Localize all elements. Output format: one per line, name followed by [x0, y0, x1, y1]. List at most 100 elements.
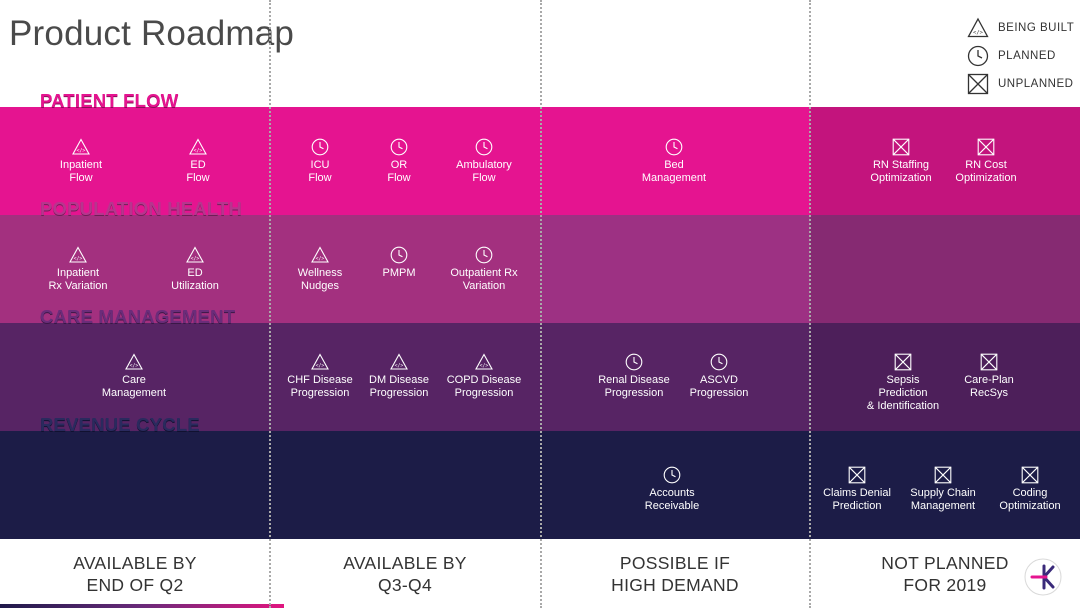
band-title-care-management: CARE MANAGEMENT — [40, 306, 236, 327]
roadmap-item: Bed Management — [619, 138, 729, 185]
legend-planned-label: PLANNED — [998, 50, 1056, 62]
roadmap-item-label: Receivable — [644, 500, 700, 512]
column-label-line: HIGH DEMAND — [611, 575, 739, 595]
roadmap-item: </> Inpatient Rx Variation — [23, 246, 133, 293]
roadmap-item: </> Wellness Nudges — [265, 246, 375, 293]
unplanned-icon — [966, 72, 990, 96]
unplanned-icon — [980, 353, 998, 371]
planned-icon — [390, 138, 408, 156]
roadmap-item-label: RecSys — [970, 387, 1008, 399]
legend-being-built: </> BEING BUILT — [966, 14, 1074, 42]
being-built-icon: </> — [186, 246, 204, 264]
roadmap-item: RN Staffing Optimization — [846, 138, 956, 185]
roadmap-item: </> CHF Disease Progression — [265, 353, 375, 400]
roadmap-item-label: CHF Disease — [287, 374, 353, 386]
roadmap-item: Accounts Receivable — [617, 466, 727, 513]
svg-text:</>: </> — [191, 256, 200, 262]
column-label-line: FOR 2019 — [903, 575, 987, 595]
column-label-line: NOT PLANNED — [881, 553, 1009, 573]
roadmap-item: Outpatient Rx Variation — [429, 246, 539, 293]
unplanned-icon — [1021, 466, 1039, 484]
roadmap-item-label: ASCVD — [700, 374, 738, 386]
roadmap-item-label: Progression — [290, 387, 350, 399]
roadmap-item: </> Care Management — [79, 353, 189, 400]
roadmap-item-label: Progression — [454, 387, 514, 399]
roadmap-item: ASCVD Progression — [664, 353, 774, 400]
column-label-q2: AVAILABLE BY END OF Q2 — [0, 552, 270, 596]
planned-icon — [710, 353, 728, 371]
roadmap-item-label: Flow — [186, 172, 210, 184]
svg-text:</>: </> — [77, 148, 86, 154]
roadmap-item-label: ED — [190, 159, 206, 171]
column-label-line: AVAILABLE BY — [343, 553, 467, 573]
roadmap-item-label: Coding — [1012, 487, 1048, 499]
roadmap-item-label: Outpatient Rx — [450, 267, 518, 279]
column-label-high-demand: POSSIBLE IF HIGH DEMAND — [540, 552, 810, 596]
roadmap-item: Renal Disease Progression — [579, 353, 689, 400]
roadmap-item-label: RN Staffing — [872, 159, 930, 171]
band-patient-flow — [0, 107, 1080, 215]
roadmap-item-label: RN Cost — [965, 159, 1007, 171]
band-title-patient-flow: PATIENT FLOW — [40, 90, 179, 111]
roadmap-item-label: COPD Disease — [446, 374, 522, 386]
roadmap-item-label: Inpatient — [56, 267, 100, 279]
roadmap-item-label: Sepsis — [886, 374, 920, 386]
roadmap-item: Sepsis Prediction & Identification — [848, 353, 958, 413]
roadmap-item: PMPM — [344, 246, 454, 280]
roadmap-item-label: Management — [641, 172, 707, 184]
legend-being-built-label: BEING BUILT — [998, 22, 1075, 34]
roadmap-item: RN Cost Optimization — [931, 138, 1041, 185]
roadmap-item-label: DM Disease — [369, 374, 429, 386]
company-logo — [1023, 557, 1063, 597]
roadmap-item-label: Wellness — [297, 267, 343, 279]
roadmap-item-label: Supply Chain — [910, 487, 976, 499]
roadmap-item: Care-Plan RecSys — [934, 353, 1044, 400]
legend: </> BEING BUILT PLANNED UNPLANNED — [966, 14, 1074, 98]
unplanned-icon — [934, 466, 952, 484]
legend-planned: PLANNED — [966, 42, 1074, 70]
roadmap-item-label: Bed — [664, 159, 684, 171]
being-built-icon: </> — [189, 138, 207, 156]
column-divider — [809, 0, 811, 608]
roadmap-item-label: Claims Denial — [823, 487, 891, 499]
planned-icon — [625, 353, 643, 371]
roadmap-item-label: Flow — [308, 172, 332, 184]
roadmap-item-label: Optimization — [955, 172, 1017, 184]
roadmap-item-label: Care — [122, 374, 146, 386]
unplanned-icon — [892, 138, 910, 156]
column-label-line: Q3-Q4 — [377, 575, 433, 595]
roadmap-item-label: ICU — [310, 159, 330, 171]
roadmap-item-label: Optimization — [999, 500, 1061, 512]
svg-text:</>: </> — [973, 30, 984, 36]
column-label-line: AVAILABLE BY — [73, 553, 197, 573]
roadmap-item-label: Management — [910, 500, 976, 512]
legend-unplanned: UNPLANNED — [966, 70, 1074, 98]
svg-text:</>: </> — [316, 363, 325, 369]
roadmap-item-label: Care-Plan — [964, 374, 1014, 386]
column-label-not-planned: NOT PLANNED FOR 2019 — [810, 552, 1080, 596]
roadmap-item: </> DM Disease Progression — [344, 353, 454, 400]
svg-text:</>: </> — [194, 148, 203, 154]
roadmap-item: Supply Chain Management — [888, 466, 998, 513]
band-title-population-health: POPULATION HEALTH — [40, 198, 243, 219]
roadmap-item-label: PMPM — [382, 267, 416, 279]
roadmap-item-label: Inpatient — [59, 159, 103, 171]
roadmap-item: </> COPD Disease Progression — [429, 353, 539, 400]
planned-icon — [475, 138, 493, 156]
roadmap-item: Claims Denial Prediction — [802, 466, 912, 513]
roadmap-item-label: Flow — [472, 172, 496, 184]
planned-icon — [663, 466, 681, 484]
svg-text:</>: </> — [130, 363, 139, 369]
roadmap-item-label: Variation — [462, 280, 506, 292]
being-built-icon: </> — [125, 353, 143, 371]
roadmap-item: </> ED Flow — [143, 138, 253, 185]
roadmap-item-label: & Identification — [866, 400, 940, 412]
column-label-q3q4: AVAILABLE BY Q3-Q4 — [270, 552, 540, 596]
band-title-revenue-cycle: REVENUE CYCLE — [40, 414, 200, 435]
unplanned-icon — [848, 466, 866, 484]
roadmap-item-label: Rx Variation — [48, 280, 108, 292]
column-divider — [269, 0, 271, 608]
svg-text:</>: </> — [74, 256, 83, 262]
column-divider — [540, 0, 542, 608]
roadmap-item: </> ED Utilization — [140, 246, 250, 293]
